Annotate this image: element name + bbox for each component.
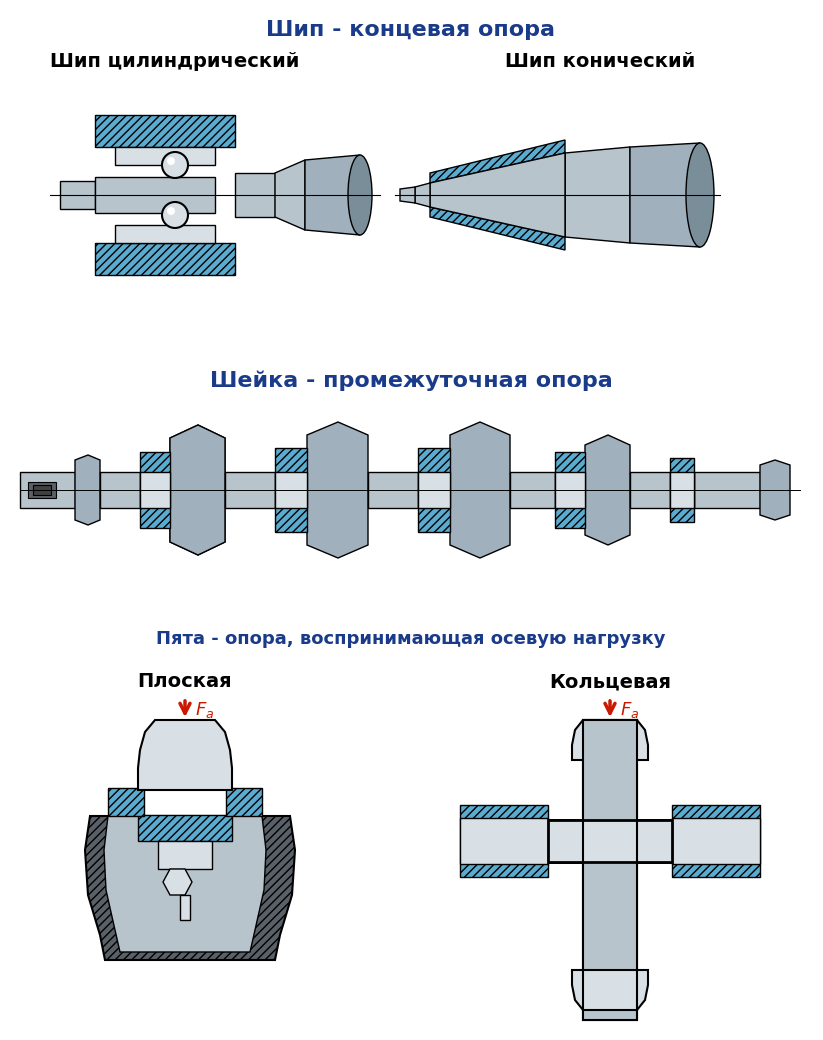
Bar — [140, 472, 170, 508]
Bar — [28, 482, 56, 498]
Bar — [548, 820, 672, 862]
Polygon shape — [430, 153, 565, 237]
Bar — [583, 720, 637, 1020]
Polygon shape — [100, 472, 140, 508]
Text: Пята - опора, воспринимающая осевую нагрузку: Пята - опора, воспринимающая осевую нагр… — [156, 630, 666, 648]
Polygon shape — [225, 472, 275, 508]
Bar — [670, 458, 694, 522]
Text: $F_a$: $F_a$ — [195, 700, 214, 720]
Bar — [140, 452, 170, 528]
Bar — [418, 448, 450, 532]
Bar — [158, 841, 212, 869]
Bar — [460, 805, 548, 877]
Bar — [95, 243, 235, 275]
Polygon shape — [95, 177, 215, 213]
Bar — [548, 820, 672, 862]
Polygon shape — [138, 720, 232, 790]
Bar — [460, 818, 548, 864]
Polygon shape — [450, 422, 510, 558]
Text: Шип конический: Шип конический — [504, 52, 695, 71]
Text: $F_a$: $F_a$ — [620, 700, 639, 720]
Polygon shape — [85, 816, 295, 960]
Polygon shape — [430, 140, 565, 250]
Polygon shape — [400, 187, 415, 203]
Text: Шип - концевая опора: Шип - концевая опора — [267, 20, 556, 40]
Bar — [672, 805, 760, 877]
Polygon shape — [170, 425, 225, 555]
Circle shape — [162, 202, 188, 228]
Polygon shape — [275, 160, 305, 230]
Polygon shape — [510, 472, 555, 508]
Ellipse shape — [686, 144, 714, 248]
Polygon shape — [75, 456, 100, 525]
Polygon shape — [305, 155, 360, 235]
Polygon shape — [20, 472, 75, 508]
Polygon shape — [163, 869, 192, 895]
Polygon shape — [368, 472, 418, 508]
Polygon shape — [572, 720, 648, 760]
Bar — [418, 472, 450, 508]
Polygon shape — [630, 144, 700, 248]
Bar — [275, 472, 307, 508]
Bar — [583, 720, 637, 1020]
Bar — [138, 815, 232, 841]
Circle shape — [167, 207, 175, 215]
Polygon shape — [60, 181, 95, 209]
Bar — [275, 448, 307, 532]
Bar — [583, 720, 637, 1020]
Text: Кольцевая: Кольцевая — [549, 672, 671, 691]
Polygon shape — [630, 472, 670, 508]
Circle shape — [162, 152, 188, 178]
Bar — [108, 788, 144, 816]
Polygon shape — [415, 183, 430, 207]
Polygon shape — [585, 435, 630, 545]
Text: Шейка - промежуточная опора: Шейка - промежуточная опора — [210, 370, 612, 390]
Text: Плоская: Плоская — [137, 672, 232, 691]
Bar — [115, 225, 215, 243]
Bar — [33, 485, 51, 495]
Polygon shape — [104, 816, 266, 952]
Polygon shape — [142, 722, 228, 788]
Bar — [180, 895, 190, 920]
Polygon shape — [430, 153, 565, 237]
Polygon shape — [572, 970, 648, 1010]
Bar — [672, 818, 760, 864]
Bar — [555, 452, 585, 528]
Bar — [670, 472, 694, 508]
Bar — [115, 147, 215, 165]
Bar — [555, 472, 585, 508]
Ellipse shape — [348, 155, 372, 235]
Polygon shape — [565, 147, 630, 243]
Polygon shape — [235, 173, 275, 217]
Bar — [226, 788, 262, 816]
Text: Шип цилиндрический: Шип цилиндрический — [50, 52, 300, 71]
Circle shape — [167, 157, 175, 165]
Polygon shape — [307, 422, 368, 558]
Bar — [95, 115, 235, 147]
Polygon shape — [694, 472, 760, 508]
Polygon shape — [170, 425, 225, 555]
Polygon shape — [760, 460, 790, 520]
